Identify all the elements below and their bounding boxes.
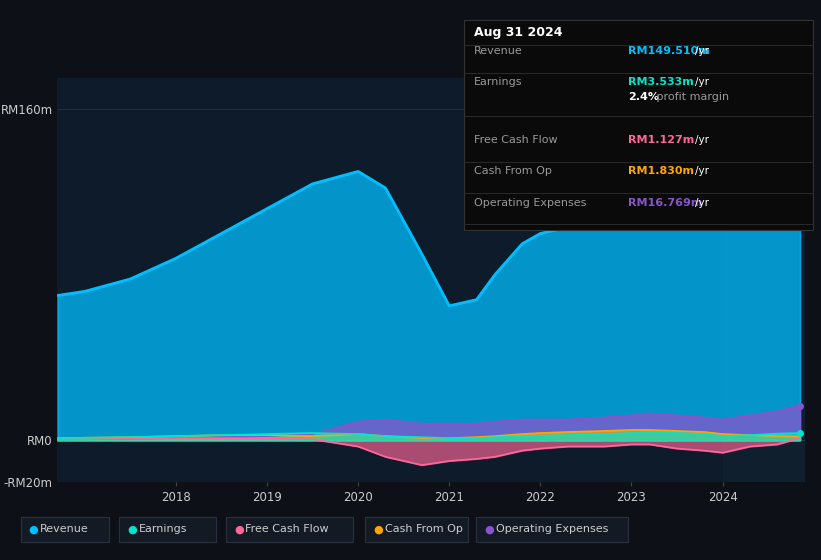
Text: ●: ● xyxy=(29,524,39,534)
Text: RM16.769m: RM16.769m xyxy=(628,198,703,208)
Text: RM1.830m: RM1.830m xyxy=(628,166,694,176)
Text: Earnings: Earnings xyxy=(474,77,522,87)
Text: RM3.533m: RM3.533m xyxy=(628,77,694,87)
Text: ●: ● xyxy=(127,524,137,534)
Text: /yr: /yr xyxy=(695,166,709,176)
Text: Cash From Op: Cash From Op xyxy=(474,166,552,176)
Text: Earnings: Earnings xyxy=(139,524,187,534)
Text: Free Cash Flow: Free Cash Flow xyxy=(474,135,557,145)
Text: Cash From Op: Cash From Op xyxy=(385,524,463,534)
Text: ●: ● xyxy=(234,524,244,534)
Text: Operating Expenses: Operating Expenses xyxy=(474,198,586,208)
Text: /yr: /yr xyxy=(695,198,709,208)
Text: Aug 31 2024: Aug 31 2024 xyxy=(474,26,562,39)
Text: Revenue: Revenue xyxy=(40,524,89,534)
Text: Operating Expenses: Operating Expenses xyxy=(496,524,608,534)
Text: RM1.127m: RM1.127m xyxy=(628,135,695,145)
Bar xyxy=(722,78,805,482)
Text: profit margin: profit margin xyxy=(653,92,729,102)
Text: /yr: /yr xyxy=(695,77,709,87)
Text: ●: ● xyxy=(484,524,494,534)
Text: 2.4%: 2.4% xyxy=(628,92,659,102)
Text: /yr: /yr xyxy=(695,46,709,56)
Text: Revenue: Revenue xyxy=(474,46,522,56)
Text: RM149.510m: RM149.510m xyxy=(628,46,710,56)
Text: /yr: /yr xyxy=(695,135,709,145)
Text: Free Cash Flow: Free Cash Flow xyxy=(245,524,329,534)
Text: ●: ● xyxy=(374,524,383,534)
